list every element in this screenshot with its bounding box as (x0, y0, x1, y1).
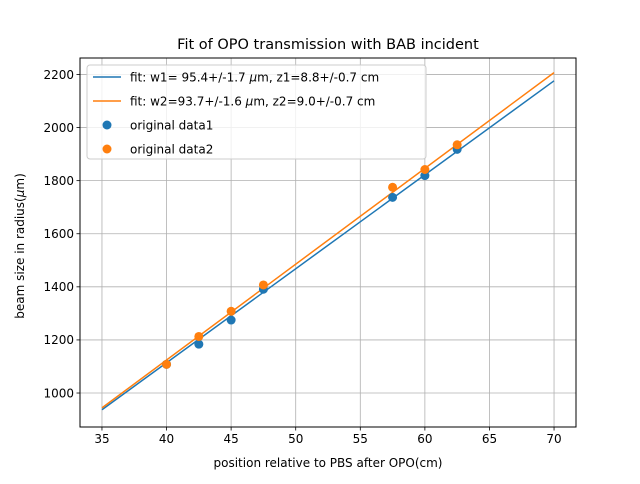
y-tick-label: 1400 (43, 280, 74, 294)
y-tick-label: 1800 (43, 174, 74, 188)
legend-marker-swatch (102, 144, 112, 154)
y-tick-label: 1600 (43, 227, 74, 241)
y-axis-label-suffix: m) (13, 173, 27, 189)
legend-marker-swatch (102, 120, 112, 130)
legend-label: original data2 (130, 142, 213, 156)
data-point-1 (226, 315, 236, 325)
x-tick-label: 45 (223, 432, 238, 446)
data-point-2 (162, 359, 172, 369)
y-tick-label: 1200 (43, 333, 74, 347)
x-tick-label: 55 (353, 432, 368, 446)
x-axis-label: position relative to PBS after OPO(cm) (214, 456, 443, 470)
x-tick-label: 40 (159, 432, 174, 446)
legend-label: fit: w1= 95.4+/-1.7 μm, z1=8.8+/-0.7 cm (130, 70, 379, 84)
data-point-2 (226, 306, 236, 316)
x-tick-label: 35 (94, 432, 109, 446)
plot-frame (79, 57, 577, 428)
data-point-2 (194, 331, 204, 341)
data-point-2 (388, 182, 398, 192)
legend-label: original data1 (130, 118, 213, 132)
data-point-1 (388, 192, 398, 202)
legend-label: fit: w2=93.7+/-1.6 μm, z2=9.0+/-0.7 cm (130, 94, 375, 108)
x-tick-label: 60 (417, 432, 432, 446)
y-axis-label-mu: μ (13, 189, 27, 198)
y-axis-label-prefix: beam size in radius( (13, 197, 27, 318)
legend-box (86, 64, 427, 160)
y-tick-label: 2200 (43, 68, 74, 82)
tick-layer: 35 40 45 50 55 60 65 70 1000 1200 1400 1600 1800 2000… (43, 68, 561, 446)
data-point-2 (258, 280, 268, 290)
data-point-2 (420, 164, 430, 174)
series-layer (101, 71, 555, 411)
y-tick-label: 1000 (43, 386, 74, 400)
data-point-2 (452, 140, 462, 150)
fit-line-2 (101, 71, 555, 409)
chart-legend: fit: w1= 95.4+/-1.7 μm, z1=8.8+/-0.7 cm f… (86, 64, 427, 160)
x-tick-label: 50 (288, 432, 303, 446)
fit-line-1 (101, 80, 555, 411)
data-point-1 (194, 339, 204, 349)
x-tick-label: 70 (546, 432, 561, 446)
y-axis-label: beam size in radius(μm) (13, 173, 27, 319)
x-tick-label: 65 (482, 432, 497, 446)
chart-title: Fit of OPO transmission with BAB inciden… (177, 37, 479, 53)
y-tick-label: 2000 (43, 121, 74, 135)
